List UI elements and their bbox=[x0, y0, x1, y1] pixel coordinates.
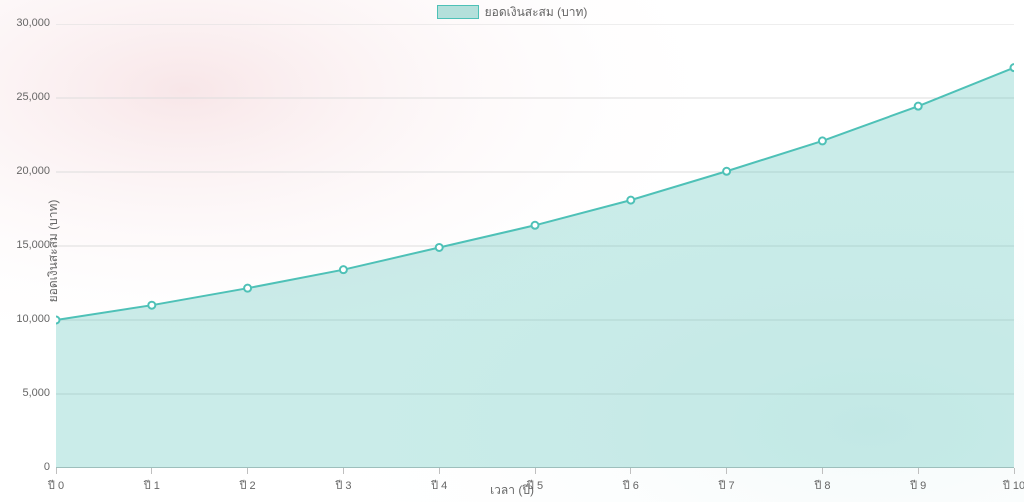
y-tick-label: 20,000 bbox=[16, 165, 50, 177]
series-area bbox=[56, 68, 1014, 468]
y-axis-title: ยอดเงินสะสม (บาท) bbox=[44, 200, 63, 303]
data-point[interactable] bbox=[148, 302, 155, 309]
x-tick bbox=[1014, 468, 1015, 474]
data-point[interactable] bbox=[244, 285, 251, 292]
x-tick bbox=[918, 468, 919, 474]
y-tick-label: 25,000 bbox=[16, 91, 50, 103]
data-point[interactable] bbox=[915, 103, 922, 110]
data-point[interactable] bbox=[819, 137, 826, 144]
data-point[interactable] bbox=[436, 244, 443, 251]
data-point[interactable] bbox=[340, 266, 347, 273]
legend-label: ยอดเงินสะสม (บาท) bbox=[485, 3, 588, 22]
legend[interactable]: ยอดเงินสะสม (บาท) bbox=[0, 3, 1024, 21]
x-tick bbox=[535, 468, 536, 474]
x-tick bbox=[343, 468, 344, 474]
x-tick bbox=[630, 468, 631, 474]
y-tick-label: 5,000 bbox=[22, 387, 50, 399]
x-axis-title: เวลา (ปี) bbox=[0, 481, 1024, 500]
data-point[interactable] bbox=[627, 197, 634, 204]
x-tick bbox=[56, 468, 57, 474]
savings-chart: ยอดเงินสะสม (บาท) ยอดเงินสะสม (บาท) เวลา… bbox=[0, 0, 1024, 502]
x-tick bbox=[247, 468, 248, 474]
x-tick bbox=[439, 468, 440, 474]
data-point[interactable] bbox=[1011, 64, 1015, 71]
data-point[interactable] bbox=[723, 168, 730, 175]
data-point[interactable] bbox=[532, 222, 539, 229]
x-tick bbox=[822, 468, 823, 474]
data-point[interactable] bbox=[56, 317, 60, 324]
y-tick-label: 0 bbox=[44, 461, 50, 473]
plot-area bbox=[56, 24, 1014, 468]
legend-swatch bbox=[437, 5, 479, 19]
y-tick-label: 10,000 bbox=[16, 313, 50, 325]
x-tick bbox=[726, 468, 727, 474]
x-tick bbox=[151, 468, 152, 474]
